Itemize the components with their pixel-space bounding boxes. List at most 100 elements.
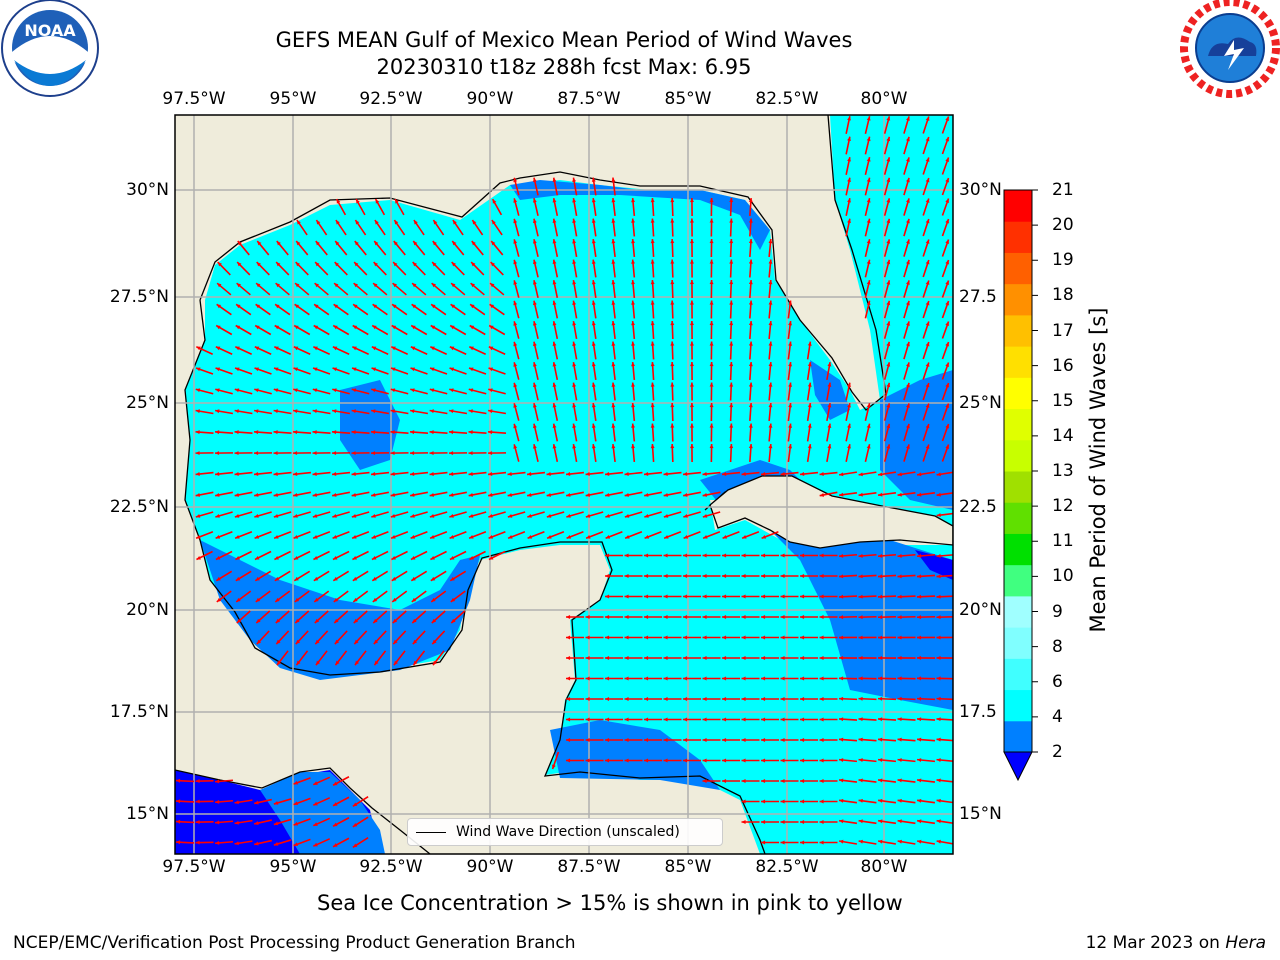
wind-arrow: [650, 238, 655, 258]
wind-arrow: [611, 238, 616, 258]
wind-arrow: [897, 491, 916, 497]
wind-arrow: [507, 530, 526, 540]
wind-arrow: [663, 676, 682, 681]
wind-arrow: [566, 656, 584, 660]
wind-arrow: [838, 471, 858, 477]
wind-arrow: [390, 471, 409, 476]
wind-arrow: [468, 471, 487, 476]
wind-arrow: [552, 341, 559, 360]
wind-arrow: [195, 388, 214, 395]
wind-arrow: [507, 471, 526, 476]
wind-arrow: [916, 574, 936, 579]
wind-arrow: [354, 219, 367, 236]
wind-arrow: [532, 403, 539, 421]
wind-arrow: [722, 758, 740, 763]
latitude-label: 20°N: [126, 600, 169, 620]
wind-arrow: [941, 198, 950, 216]
wind-arrow: [897, 553, 916, 558]
wind-arrow: [254, 491, 272, 497]
wind-arrow: [858, 574, 877, 579]
wind-arrow: [787, 382, 793, 401]
wind-arrow: [858, 635, 877, 640]
wind-arrow: [761, 717, 779, 722]
wind-arrow: [826, 362, 832, 380]
wind-arrow: [591, 402, 597, 422]
wind-arrow: [624, 717, 643, 722]
longitude-label: 87.5°W: [557, 857, 621, 877]
wind-arrow: [611, 300, 616, 319]
wind-arrow: [845, 382, 851, 401]
wind-arrow: [922, 362, 930, 380]
wind-arrow: [214, 430, 234, 435]
wind-arrow: [566, 697, 584, 701]
wind-arrow: [780, 758, 799, 763]
wind-arrow: [916, 758, 936, 763]
wind-arrow: [611, 197, 616, 217]
wind-arrow: [683, 656, 701, 660]
wind-arrow: [312, 838, 331, 847]
wind-arrow: [689, 382, 694, 401]
wind-arrow: [689, 361, 694, 381]
wind-arrow: [373, 630, 387, 645]
wind-arrow: [432, 219, 445, 236]
wind-arrow: [729, 197, 734, 217]
wind-arrow: [294, 282, 310, 296]
wind-arrow: [393, 240, 406, 256]
wind-arrow: [351, 530, 370, 540]
wind-arrow: [845, 116, 851, 134]
wind-arrow: [845, 157, 851, 175]
wind-arrow: [631, 382, 636, 401]
latitude-label: 30°N: [126, 180, 169, 200]
wind-arrow: [448, 471, 468, 476]
wind-arrow: [864, 280, 871, 298]
wind-arrow: [631, 423, 636, 442]
wind-arrow: [513, 198, 520, 216]
wind-arrow: [351, 491, 370, 497]
wind-arrow: [941, 239, 950, 257]
colorbar-tick-label: 8: [1052, 636, 1063, 657]
wind-arrow: [663, 656, 682, 660]
wind-arrow: [670, 361, 675, 381]
wind-arrow: [611, 259, 616, 278]
wind-arrow: [702, 553, 721, 558]
wind-arrow: [722, 676, 740, 681]
wind-arrow: [552, 280, 559, 298]
wind-arrow: [922, 341, 930, 360]
wind-arrow: [768, 300, 773, 319]
wind-arrow: [897, 574, 916, 579]
latitude-label: 22.5°N: [109, 497, 169, 517]
wind-arrow: [922, 157, 930, 175]
wind-arrow: [552, 259, 559, 278]
wind-arrow: [253, 451, 273, 456]
wind-arrow: [806, 361, 812, 381]
wind-arrow: [235, 590, 252, 603]
wind-arrow: [372, 610, 388, 624]
wind-arrow: [448, 430, 468, 435]
wind-arrow: [922, 382, 930, 401]
wind-arrow: [780, 574, 799, 578]
wind-arrow: [722, 656, 740, 660]
wind-arrow: [702, 491, 721, 497]
wind-arrow: [491, 219, 503, 236]
wind-arrow: [429, 388, 448, 395]
wind-arrow: [768, 238, 773, 258]
map-title: GEFS MEAN Gulf of Mexico Mean Period of …: [275, 28, 853, 52]
wind-arrow: [864, 218, 871, 237]
wind-arrow: [488, 550, 506, 561]
wind-arrow: [922, 403, 930, 421]
wind-wave-direction-arrows: [175, 116, 953, 848]
wind-arrow: [689, 238, 694, 258]
wind-arrow: [566, 635, 584, 640]
wind-arrow: [370, 451, 390, 456]
wind-arrow: [273, 818, 292, 826]
wind-arrow: [513, 423, 520, 442]
wind-arrow: [768, 423, 773, 442]
wind-arrow: [741, 820, 760, 824]
wind-arrow: [552, 300, 559, 319]
wind-arrow: [552, 403, 559, 421]
wind-arrow: [216, 303, 232, 316]
wind-arrow: [195, 409, 214, 415]
wind-arrow: [689, 259, 694, 278]
colorbar: [1003, 189, 1038, 782]
wind-arrow: [644, 594, 662, 599]
